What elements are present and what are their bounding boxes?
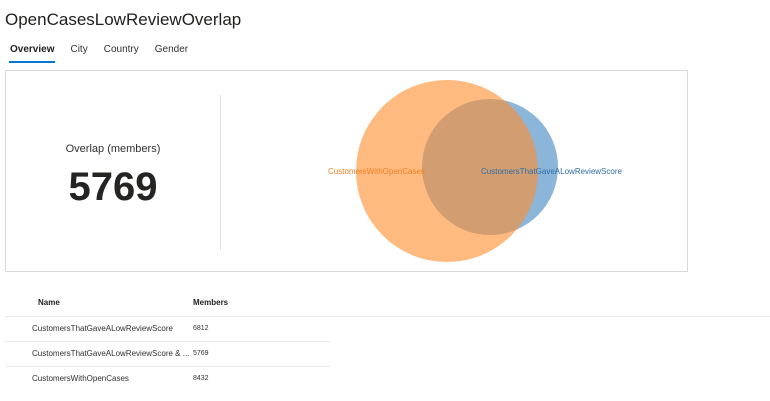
venn-label-left: CustomersWithOpenCases (328, 167, 425, 176)
venn-diagram: CustomersWithOpenCases CustomersThatGave… (328, 80, 622, 262)
row-name: CustomersThatGaveALowReviewScore (32, 324, 173, 333)
row-name: CustomersWithOpenCases (32, 374, 129, 383)
venn-label-right: CustomersThatGaveALowReviewScore (481, 167, 622, 176)
overlap-value: 5769 (68, 165, 158, 209)
row-members: 8432 (193, 375, 209, 382)
overlap-label: Overlap (members) (65, 143, 161, 155)
row-members: 6812 (193, 325, 209, 332)
tab-bar: Overview City Country Gender (8, 44, 204, 63)
tab-overview[interactable]: Overview (8, 44, 56, 63)
tab-city[interactable]: City (70, 44, 88, 55)
row-name: CustomersThatGaveALowReviewScore & ... (32, 349, 190, 358)
card-divider (220, 95, 221, 250)
table-row[interactable]: CustomersThatGaveALowReviewScore & ... 5… (5, 341, 330, 366)
table-row[interactable]: CustomersWithOpenCases 8432 (5, 366, 330, 391)
page-title: OpenCasesLowReviewOverlap (5, 10, 242, 29)
tab-gender[interactable]: Gender (154, 44, 189, 55)
column-header-name[interactable]: Name (38, 298, 60, 307)
venn-circle-left[interactable] (356, 80, 538, 262)
column-header-members[interactable]: Members (193, 298, 229, 307)
tab-country[interactable]: Country (103, 44, 139, 55)
row-members: 5769 (193, 350, 209, 357)
table-row[interactable]: CustomersThatGaveALowReviewScore 6812 (5, 316, 770, 341)
overview-card: Overlap (members) 5769 CustomersWithOpen… (5, 70, 688, 272)
